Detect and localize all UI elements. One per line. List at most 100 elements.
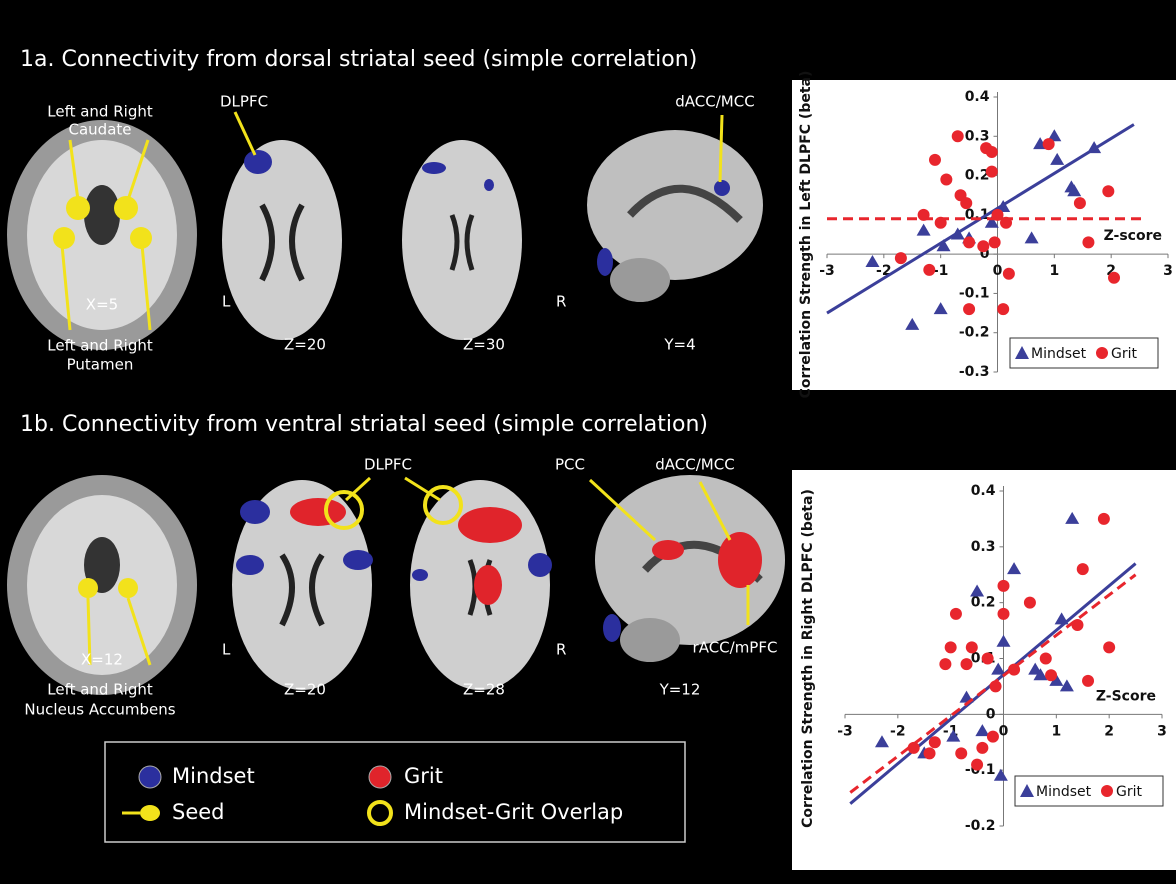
x-tick-label: 1 — [1049, 263, 1059, 279]
y-axis-label: Correlation Strength in Left DLPFC (beta… — [798, 71, 814, 399]
y-tick-label: 0 — [980, 246, 990, 262]
point — [991, 662, 1006, 675]
x-tick-label: 1 — [1051, 723, 1061, 739]
point — [944, 641, 957, 654]
region-label: Caudate — [69, 121, 132, 139]
point — [905, 317, 920, 330]
slice-label: X=5 — [86, 296, 118, 314]
point — [976, 741, 989, 754]
brain-axial — [232, 480, 373, 690]
slice-label: X=12 — [81, 651, 123, 669]
slice-label: Z=28 — [463, 681, 505, 699]
point — [1033, 668, 1048, 681]
point — [986, 730, 999, 743]
point — [1076, 563, 1089, 576]
y-tick-label: 0.2 — [971, 595, 996, 611]
point — [1023, 596, 1036, 609]
y-tick-label: -0.1 — [959, 285, 990, 301]
region-label: DLPFC — [364, 456, 412, 474]
legend-label: Grit — [1111, 346, 1137, 362]
point — [1082, 236, 1095, 249]
point — [1059, 679, 1074, 692]
legend-label: Mindset — [172, 764, 255, 788]
point — [1082, 674, 1095, 687]
point — [985, 165, 998, 178]
region-label: rACC/mPFC — [693, 639, 778, 657]
brain-coronal — [7, 120, 197, 350]
point — [975, 724, 990, 737]
x-tick-label: -3 — [819, 263, 835, 279]
point — [997, 607, 1010, 620]
side-label: R — [556, 293, 566, 311]
side-label: R — [556, 641, 566, 659]
point — [939, 658, 952, 671]
x-axis-label: Z-score — [1104, 228, 1162, 244]
point — [928, 736, 941, 749]
legend-marker — [1020, 784, 1034, 797]
point — [988, 236, 1001, 249]
y-tick-label: 0.3 — [965, 128, 990, 144]
point — [985, 146, 998, 158]
brain-axial — [222, 140, 342, 340]
slice-label: Z=20 — [284, 336, 326, 354]
x-tick-label: 0 — [993, 263, 1003, 279]
point — [894, 252, 907, 265]
legend-label: Grit — [404, 764, 443, 788]
point — [997, 579, 1010, 592]
point — [977, 240, 990, 253]
slice-label: Y=12 — [659, 681, 701, 699]
point — [940, 173, 953, 186]
legend-label: Mindset — [1031, 346, 1087, 362]
brain-sagittal — [595, 475, 785, 662]
point — [1007, 562, 1022, 575]
region-label: Nucleus Accumbens — [24, 701, 175, 719]
brain-axial — [402, 140, 522, 340]
region-label: Left and Right — [47, 337, 153, 355]
side-label: L — [222, 293, 231, 311]
point — [946, 729, 961, 742]
legend-label: Grit — [1116, 784, 1142, 800]
point — [951, 130, 964, 143]
region-label: Left and Right — [47, 103, 153, 121]
y-tick-label: 0.4 — [971, 483, 996, 499]
pointer-lines — [86, 476, 750, 666]
point — [916, 223, 931, 236]
point — [1049, 673, 1064, 686]
chart-background — [792, 470, 1176, 870]
point — [1073, 197, 1086, 210]
x-tick-label: 3 — [1163, 263, 1173, 279]
point — [960, 658, 973, 671]
y-tick-label: 0.4 — [965, 89, 990, 105]
point — [984, 215, 999, 228]
point — [965, 641, 978, 654]
x-tick-label: -3 — [837, 723, 853, 739]
region-label: dACC/MCC — [655, 456, 734, 474]
point — [1103, 641, 1116, 654]
legend-label: Seed — [172, 800, 225, 824]
point — [865, 255, 880, 267]
point — [1065, 511, 1080, 524]
point — [1002, 267, 1015, 280]
brain-axial — [410, 480, 552, 690]
point — [971, 758, 984, 771]
legend-box — [1014, 775, 1164, 807]
point — [996, 634, 1011, 647]
x-axis-label: Z-Score — [1096, 688, 1156, 704]
region-label: PCC — [555, 456, 585, 474]
y-axis-label: Correlation Strength in Right DLPFC (bet… — [800, 489, 816, 828]
panel-title: 1b. Connectivity from ventral striatal s… — [20, 412, 708, 437]
figure-legend: Mindset Grit Seed Mindset-Grit Overlap — [104, 741, 686, 843]
x-tick-label: 3 — [1157, 723, 1167, 739]
x-tick-label: -1 — [933, 263, 949, 279]
point — [1047, 129, 1062, 142]
point — [1108, 271, 1121, 284]
y-tick-label: 0.1 — [965, 207, 990, 223]
point — [1050, 152, 1065, 165]
point — [960, 197, 973, 210]
side-label: L — [222, 641, 231, 659]
y-tick-label: 0 — [986, 706, 996, 722]
point — [963, 236, 976, 249]
point — [1024, 231, 1039, 244]
point — [981, 652, 994, 665]
